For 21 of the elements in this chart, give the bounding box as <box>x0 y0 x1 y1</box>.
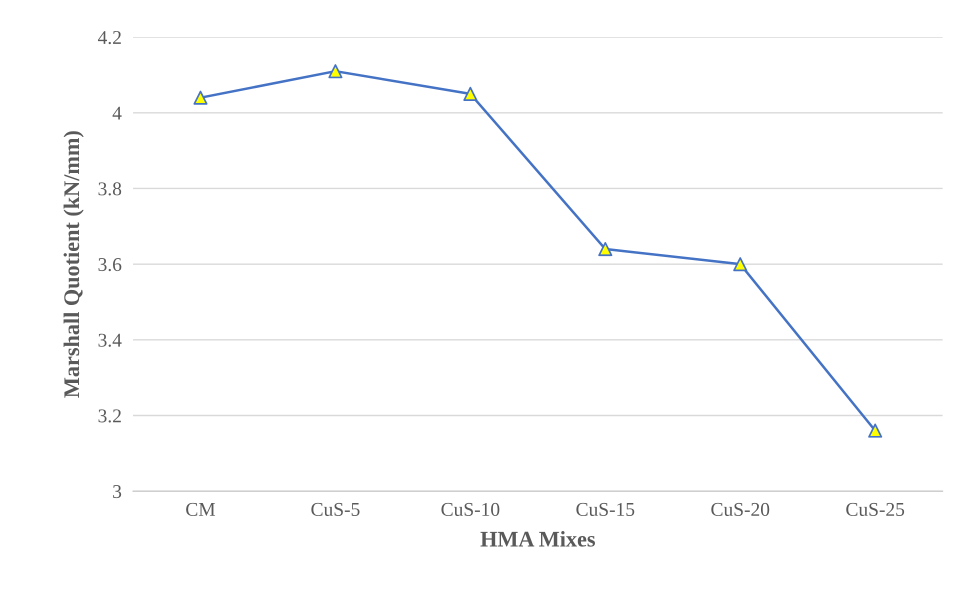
x-tick-label: CuS-15 <box>576 502 634 516</box>
y-tick-label: 3 <box>113 485 122 498</box>
x-tick-label: CuS-5 <box>311 502 360 516</box>
x-axis-title: HMA Mixes <box>480 531 595 547</box>
y-tick-label: 3.6 <box>98 258 122 272</box>
x-tick-label: CuS-10 <box>441 502 500 516</box>
y-axis-title: Marshall Quotient (kN/mm) <box>64 131 84 398</box>
x-tick-label: CM <box>186 502 216 516</box>
y-tick-label: 3.4 <box>98 334 122 347</box>
x-tick-label: CuS-25 <box>846 502 904 516</box>
y-tick-label: 3.8 <box>98 182 122 196</box>
y-tick-label: 3.2 <box>98 409 121 423</box>
y-tick-label: 4 <box>112 106 122 120</box>
x-tick-label: CuS-20 <box>711 502 770 516</box>
point <box>193 90 208 105</box>
point <box>868 424 882 438</box>
point <box>463 86 478 101</box>
point <box>598 242 612 256</box>
point <box>733 257 748 272</box>
point <box>328 64 342 78</box>
y-tick-label: 4.2 <box>98 31 121 44</box>
